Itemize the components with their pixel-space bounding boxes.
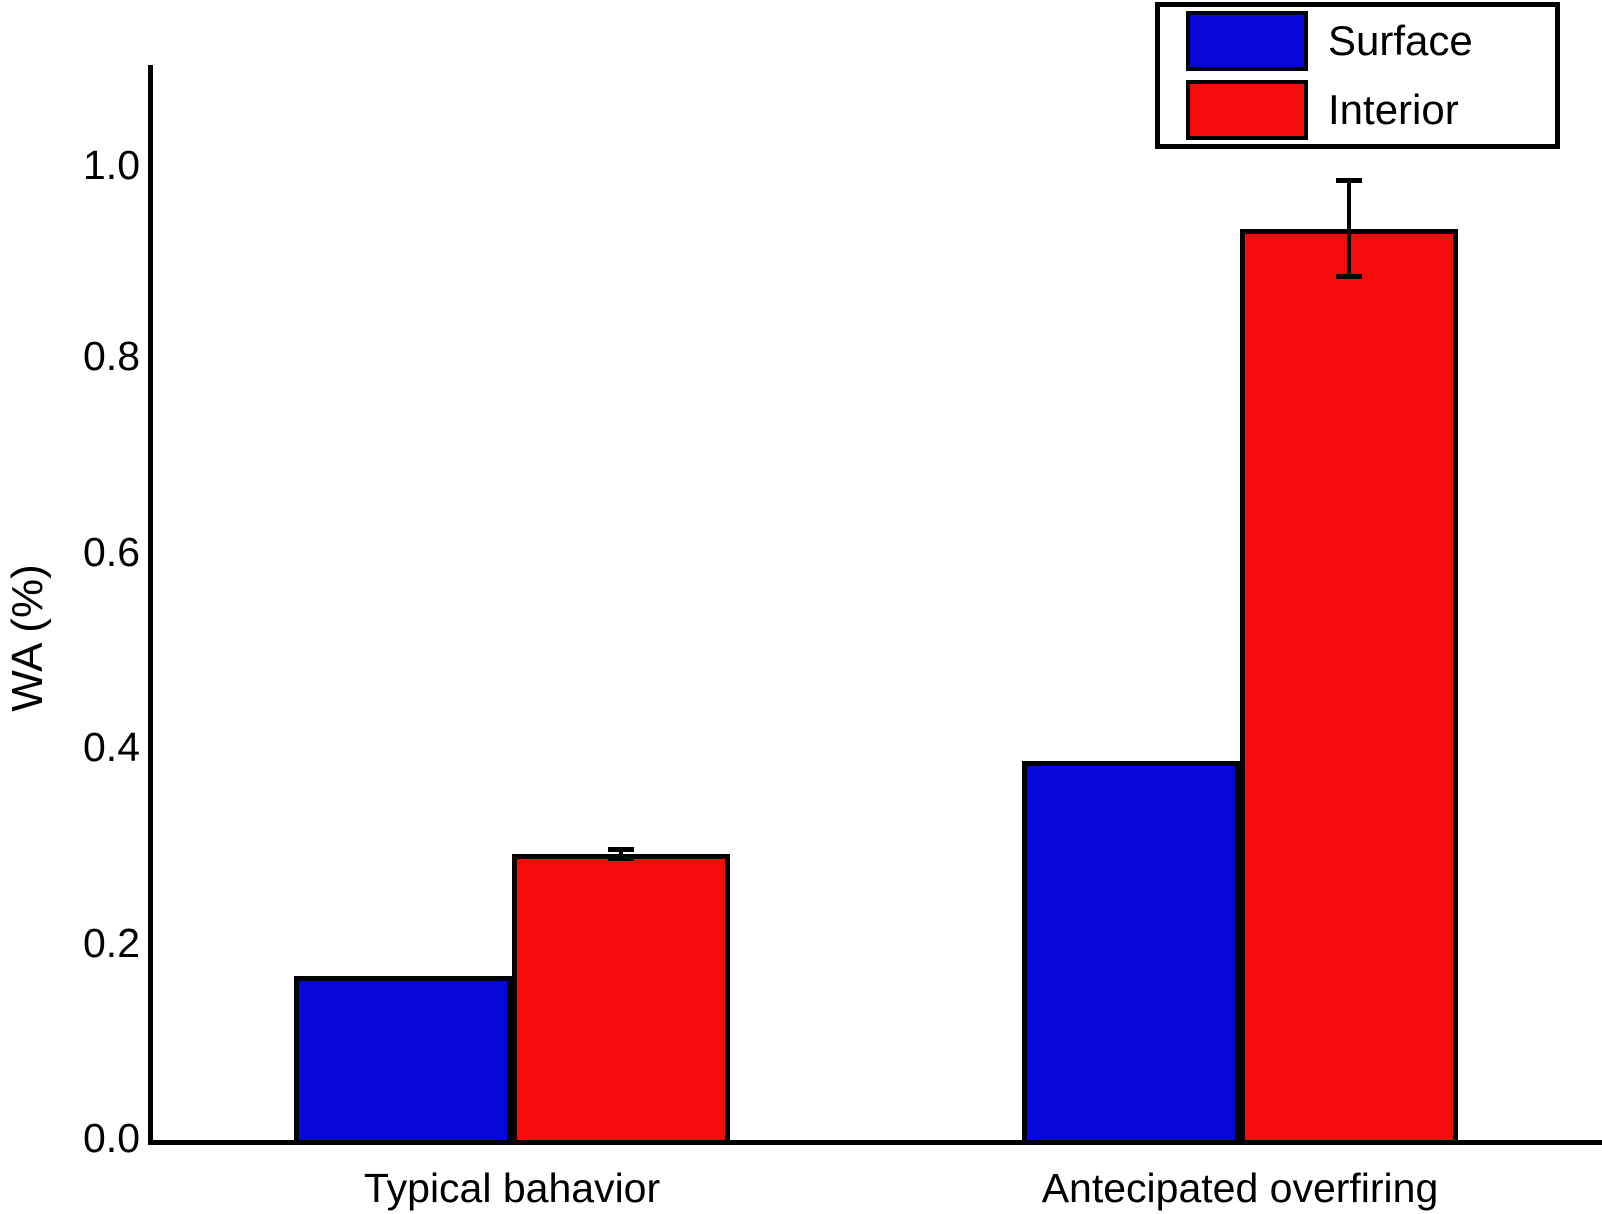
category-label-antecipated-overfiring: Antecipated overfiring xyxy=(1041,1165,1439,1211)
surface-color-swatch xyxy=(1186,11,1308,71)
category-label-typical-bahavior: Typical bahavior xyxy=(363,1165,661,1211)
y-axis-line xyxy=(148,65,153,1145)
error-cap-top-interior-0 xyxy=(608,847,634,852)
error-cap-bottom-interior-1 xyxy=(1336,274,1362,279)
error-bar-interior-0 xyxy=(619,849,623,859)
error-cap-top-interior-1 xyxy=(1336,178,1362,183)
legend-item-interior: Interior xyxy=(1186,80,1555,140)
y-tick-0.6: 0.6 xyxy=(83,529,140,575)
interior-color-swatch xyxy=(1186,80,1308,140)
y-tick-0.8: 0.8 xyxy=(83,333,140,379)
y-tick-0.2: 0.2 xyxy=(83,920,140,966)
bar-interior-1 xyxy=(1240,229,1458,1145)
bar-interior-0 xyxy=(512,854,730,1145)
legend-label-surface: Surface xyxy=(1328,17,1473,64)
bar-surface-0 xyxy=(294,976,512,1145)
bar-surface-1 xyxy=(1022,761,1240,1145)
legend-label-interior: Interior xyxy=(1328,86,1459,133)
error-bar-interior-1 xyxy=(1347,180,1351,277)
error-cap-bottom-interior-0 xyxy=(608,856,634,861)
y-tick-0.0: 0.0 xyxy=(83,1115,140,1161)
x-axis-line xyxy=(148,1140,1602,1145)
y-tick-0.4: 0.4 xyxy=(83,724,140,770)
legend: Surface Interior xyxy=(1155,2,1560,149)
y-tick-1.0: 1.0 xyxy=(83,142,140,188)
legend-item-surface: Surface xyxy=(1186,11,1555,71)
